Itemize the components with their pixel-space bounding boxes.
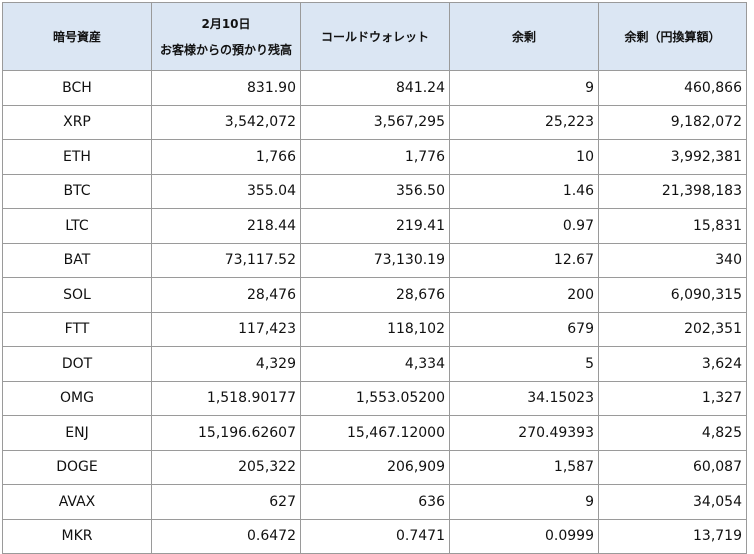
cell-surplus: 1.46 (449, 173, 599, 209)
cell-cold-wallet: 1,553.05200 (300, 380, 450, 416)
cell-surplus: 0.97 (449, 208, 599, 244)
table-header: 暗号資産 2月10日 お客様からの預かり残高 コールドウォレット 余剰 余剰（円… (2, 2, 747, 71)
header-asset: 暗号資産 (2, 2, 152, 71)
header-custody-balance: 2月10日 お客様からの預かり残高 (151, 2, 301, 71)
table-row: ENJ 15,196.62607 15,467.12000 270.49393 4,82… (2, 415, 747, 451)
cell-surplus-jpy: 9,182,072 (598, 104, 747, 140)
cell-custody-balance: 355.04 (151, 173, 301, 209)
cell-surplus-jpy: 60,087 (598, 449, 747, 485)
cell-asset: AVAX (2, 484, 152, 520)
cell-custody-balance: 28,476 (151, 277, 301, 313)
cell-custody-balance: 15,196.62607 (151, 415, 301, 451)
cell-cold-wallet: 3,567,295 (300, 104, 450, 140)
cell-custody-balance: 1,518.90177 (151, 380, 301, 416)
header-cold-wallet: コールドウォレット (300, 2, 450, 71)
cell-surplus: 5 (449, 346, 599, 382)
cell-cold-wallet: 15,467.12000 (300, 415, 450, 451)
table-row: MKR 0.6472 0.7471 0.0999 13,719 (2, 518, 747, 554)
cell-cold-wallet: 1,776 (300, 139, 450, 175)
cell-cold-wallet: 73,130.19 (300, 242, 450, 278)
cell-cold-wallet: 219.41 (300, 208, 450, 244)
cell-asset: BCH (2, 70, 152, 106)
cell-custody-balance: 73,117.52 (151, 242, 301, 278)
cell-cold-wallet: 0.7471 (300, 518, 450, 554)
cell-cold-wallet: 636 (300, 484, 450, 520)
cell-custody-balance: 205,322 (151, 449, 301, 485)
cell-cold-wallet: 356.50 (300, 173, 450, 209)
cell-asset: BTC (2, 173, 152, 209)
cell-surplus-jpy: 460,866 (598, 70, 747, 106)
cell-surplus: 9 (449, 484, 599, 520)
cell-cold-wallet: 118,102 (300, 311, 450, 347)
cell-surplus: 10 (449, 139, 599, 175)
cell-surplus: 34.15023 (449, 380, 599, 416)
cell-surplus: 1,587 (449, 449, 599, 485)
cell-asset: DOT (2, 346, 152, 382)
cell-surplus: 0.0999 (449, 518, 599, 554)
cell-custody-balance: 1,766 (151, 139, 301, 175)
cell-asset: FTT (2, 311, 152, 347)
cell-custody-balance: 0.6472 (151, 518, 301, 554)
cell-asset: ETH (2, 139, 152, 175)
cell-surplus-jpy: 6,090,315 (598, 277, 747, 313)
table-row: BCH 831.90 841.24 9 460,866 (2, 70, 747, 106)
table-row: XRP 3,542,072 3,567,295 25,223 9,182,072 (2, 104, 747, 140)
cell-surplus-jpy: 13,719 (598, 518, 747, 554)
cell-cold-wallet: 841.24 (300, 70, 450, 106)
cell-asset: ENJ (2, 415, 152, 451)
cell-custody-balance: 218.44 (151, 208, 301, 244)
cell-cold-wallet: 206,909 (300, 449, 450, 485)
cell-surplus: 25,223 (449, 104, 599, 140)
cell-asset: OMG (2, 380, 152, 416)
cell-surplus-jpy: 202,351 (598, 311, 747, 347)
table-row: BAT 73,117.52 73,130.19 12.67 340 (2, 242, 747, 278)
header-surplus: 余剰 (449, 2, 599, 71)
cell-custody-balance: 4,329 (151, 346, 301, 382)
cell-asset: MKR (2, 518, 152, 554)
table-row: AVAX 627 636 9 34,054 (2, 484, 747, 520)
table-row: DOGE 205,322 206,909 1,587 60,087 (2, 449, 747, 485)
header-surplus-jpy: 余剰（円換算額） (598, 2, 747, 71)
cell-asset: XRP (2, 104, 152, 140)
cell-surplus: 679 (449, 311, 599, 347)
table-row: FTT 117,423 118,102 679 202,351 (2, 311, 747, 347)
cell-surplus-jpy: 3,992,381 (598, 139, 747, 175)
cell-surplus-jpy: 21,398,183 (598, 173, 747, 209)
cell-custody-balance: 117,423 (151, 311, 301, 347)
cell-surplus: 200 (449, 277, 599, 313)
cell-surplus: 12.67 (449, 242, 599, 278)
cell-surplus: 9 (449, 70, 599, 106)
cell-cold-wallet: 28,676 (300, 277, 450, 313)
cell-surplus-jpy: 1,327 (598, 380, 747, 416)
table-row: ETH 1,766 1,776 10 3,992,381 (2, 139, 747, 175)
cell-cold-wallet: 4,334 (300, 346, 450, 382)
table-row: OMG 1,518.90177 1,553.05200 34.15023 1,327 (2, 380, 747, 416)
cell-asset: LTC (2, 208, 152, 244)
cell-surplus-jpy: 34,054 (598, 484, 747, 520)
cell-asset: BAT (2, 242, 152, 278)
table-row: BTC 355.04 356.50 1.46 21,398,183 (2, 173, 747, 209)
table-body: BCH 831.90 841.24 9 460,866 XRP 3,542,072 3,567… (2, 70, 747, 554)
cell-surplus: 270.49393 (449, 415, 599, 451)
cell-surplus-jpy: 340 (598, 242, 747, 278)
cell-surplus-jpy: 3,624 (598, 346, 747, 382)
header-row: 暗号資産 2月10日 お客様からの預かり残高 コールドウォレット 余剰 余剰（円… (2, 2, 747, 71)
cell-custody-balance: 3,542,072 (151, 104, 301, 140)
cell-asset: SOL (2, 277, 152, 313)
cell-custody-balance: 831.90 (151, 70, 301, 106)
table-row: LTC 218.44 219.41 0.97 15,831 (2, 208, 747, 244)
header-custody-label: お客様からの預かり残高 (159, 42, 292, 57)
cell-asset: DOGE (2, 449, 152, 485)
table-row: SOL 28,476 28,676 200 6,090,315 (2, 277, 747, 313)
cell-surplus-jpy: 4,825 (598, 415, 747, 451)
cell-surplus-jpy: 15,831 (598, 208, 747, 244)
cell-custody-balance: 627 (151, 484, 301, 520)
header-custody-date: 2月10日 (201, 16, 251, 31)
table-row: DOT 4,329 4,334 5 3,624 (2, 346, 747, 382)
